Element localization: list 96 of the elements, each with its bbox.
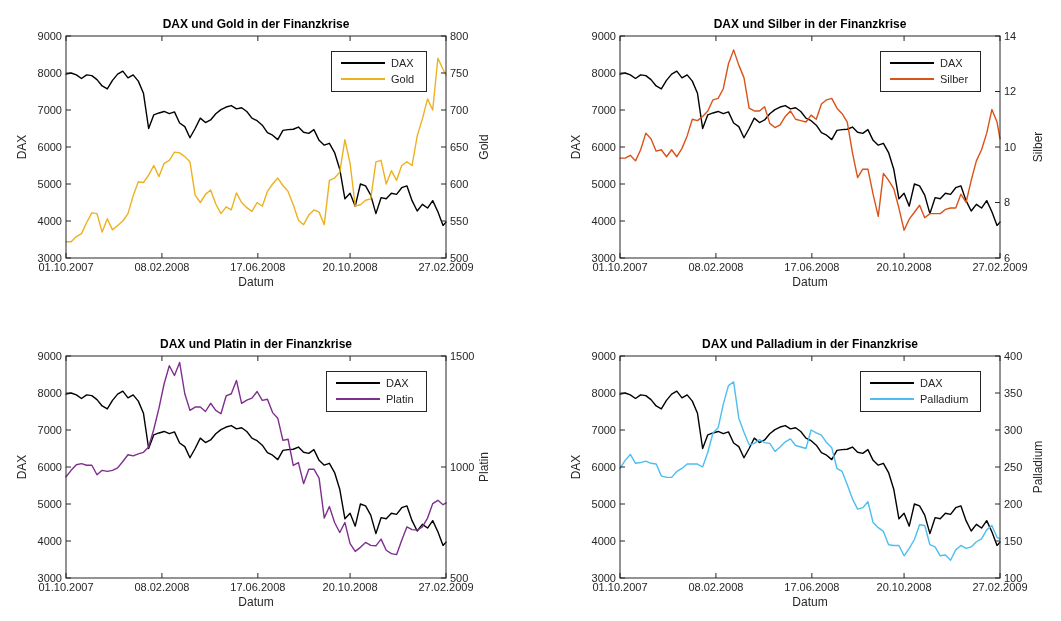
legend-label: Silber [940,72,969,85]
y-tick-label: 9000 [591,29,616,42]
y-tick-label: 3000 [591,251,616,264]
y-tick-label: 9000 [37,29,62,42]
y-tick-label: 5000 [37,177,62,190]
x-tick-label: 27.02.2009 [418,261,474,273]
y2-tick-label: 8 [1004,196,1011,209]
y2-tick-label: 150 [1004,534,1023,547]
x-axis-title: Datum [238,275,274,289]
x-tick-label: 17.06.2008 [784,261,840,273]
y2-tick-label: 6 [1004,251,1011,264]
x-tick-label: 27.02.2009 [418,581,474,593]
y-tick-label: 6000 [37,140,62,153]
x-tick-label: 20.10.2008 [876,261,932,273]
chart-title: DAX und Palladium in der Finanzkrise [701,337,919,351]
y2-tick-label: 800 [450,29,469,42]
y-tick-label: 8000 [591,386,616,399]
y2-tick-label: 400 [1004,349,1023,362]
y2-axis-title: Platin [477,451,491,483]
legend-label: Platin [386,392,414,405]
y2-tick-label: 14 [1004,29,1017,42]
y-axis-title: DAX [15,134,29,160]
y-tick-label: 5000 [37,497,62,510]
y2-tick-label: 10 [1004,140,1017,153]
y-tick-label: 7000 [591,103,616,116]
x-tick-label: 20.10.2008 [322,581,378,593]
x-tick-label: 20.10.2008 [322,261,378,273]
y-axis-title: DAX [15,454,29,480]
legend-label: DAX [940,56,964,69]
y2-axis-title: Gold [477,134,491,160]
x-tick-label: 01.10.2007 [38,261,94,273]
y-tick-label: 6000 [37,460,62,473]
y-tick-label: 6000 [591,140,616,153]
y2-tick-label: 300 [1004,423,1023,436]
y-tick-label: 8000 [591,66,616,79]
chart-title: DAX und Gold in der Finanzkrise [162,17,350,31]
x-tick-label: 17.06.2008 [230,581,286,593]
x-tick-label: 27.02.2009 [972,261,1028,273]
y-tick-label: 5000 [591,497,616,510]
y-tick-label: 4000 [591,214,616,227]
chart-title: DAX und Platin in der Finanzkrise [159,337,353,351]
line-series [65,57,447,243]
x-tick-label: 08.02.2008 [134,581,190,593]
x-tick-label: 17.06.2008 [230,261,286,273]
y-axis-title: DAX [569,454,583,480]
y-tick-label: 6000 [591,460,616,473]
x-tick-label: 20.10.2008 [876,581,932,593]
line-series [65,361,447,556]
y-tick-label: 8000 [37,66,62,79]
legend-label: DAX [920,376,944,389]
x-tick-label: 01.10.2007 [38,581,94,593]
y2-axis-title: Silber [1031,131,1045,163]
x-tick-label: 08.02.2008 [688,581,744,593]
y2-tick-label: 500 [450,571,469,584]
y2-tick-label: 550 [450,214,469,227]
y-tick-label: 7000 [37,423,62,436]
y2-tick-label: 12 [1004,85,1017,98]
legend-label: Gold [391,72,415,85]
y-tick-label: 5000 [591,177,616,190]
chart-title: DAX und Silber in der Finanzkrise [713,17,907,31]
y-tick-label: 3000 [37,571,62,584]
y2-tick-label: 1000 [450,460,475,473]
legend-label: Palladium [920,392,969,405]
y-tick-label: 8000 [37,386,62,399]
x-tick-label: 08.02.2008 [688,261,744,273]
y-tick-label: 9000 [591,349,616,362]
y-tick-label: 9000 [37,349,62,362]
x-tick-label: 27.02.2009 [972,581,1028,593]
x-tick-label: 01.10.2007 [592,581,648,593]
x-tick-label: 01.10.2007 [592,261,648,273]
x-tick-label: 17.06.2008 [784,581,840,593]
y-tick-label: 4000 [37,214,62,227]
y-tick-label: 7000 [37,103,62,116]
y-axis-title: DAX [569,134,583,160]
y2-tick-label: 1500 [450,349,475,362]
y-tick-label: 3000 [591,571,616,584]
y-tick-label: 4000 [37,534,62,547]
legend-label: DAX [386,376,410,389]
x-axis-title: Datum [792,595,828,609]
y2-tick-label: 100 [1004,571,1023,584]
y2-tick-label: 600 [450,177,469,190]
y2-tick-label: 750 [450,66,469,79]
x-tick-label: 08.02.2008 [134,261,190,273]
y-tick-label: 7000 [591,423,616,436]
y2-tick-label: 700 [450,103,469,116]
y2-axis-title: Palladium [1031,440,1045,494]
y-tick-label: 4000 [591,534,616,547]
x-axis-title: Datum [792,275,828,289]
y-tick-label: 3000 [37,251,62,264]
y2-tick-label: 500 [450,251,469,264]
legend-label: DAX [391,56,415,69]
x-axis-title: Datum [238,595,274,609]
y2-tick-label: 350 [1004,386,1023,399]
y2-tick-label: 200 [1004,497,1023,510]
y2-tick-label: 650 [450,140,469,153]
y2-tick-label: 250 [1004,460,1023,473]
